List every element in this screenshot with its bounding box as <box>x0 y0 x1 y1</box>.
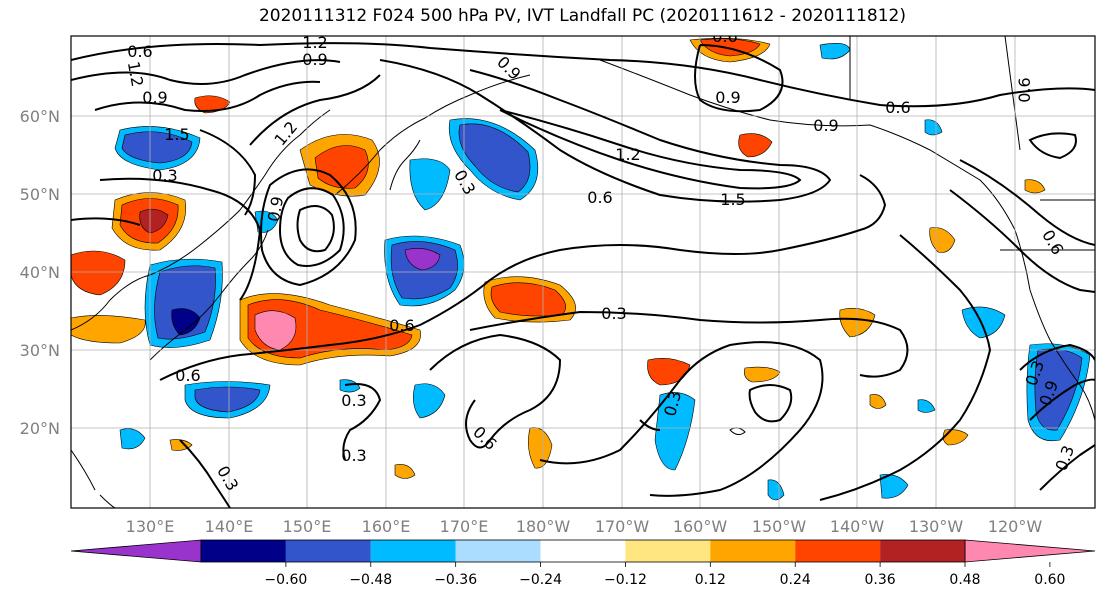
colorbar-tick-label: 0.48 <box>949 572 980 588</box>
colorbar-segment <box>795 540 881 562</box>
contour-label: 0.6 <box>587 188 612 207</box>
contour-label: 0.6 <box>127 42 152 61</box>
longitude-labels: 130°E 140°E 150°E 160°E 170°E 180°W 170°… <box>126 517 1043 536</box>
colorbar-tick-label: 0.12 <box>695 572 726 588</box>
pv-shading <box>71 37 1091 501</box>
colorbar-segment <box>880 540 965 562</box>
colorbar-tick-label: 0.24 <box>780 572 811 588</box>
lon-label: 170°E <box>440 517 489 536</box>
colorbar-segment <box>201 540 286 562</box>
lon-label: 120°W <box>988 517 1043 536</box>
lon-label: 160°W <box>673 517 728 536</box>
map-frame <box>70 35 1096 509</box>
contour-label: 1.2 <box>302 33 327 52</box>
lat-label: 20°N <box>20 419 60 438</box>
contour-label: 0.9 <box>142 88 167 107</box>
contour-label: 0.3 <box>341 391 366 410</box>
colorbar-extend-low <box>70 539 202 563</box>
colorbar-segment <box>710 540 796 562</box>
colorbar-segment <box>455 540 541 562</box>
contour-label: 0.6 <box>712 27 737 46</box>
colorbar-tick-label: −0.48 <box>349 572 392 588</box>
contour-label: 1.5 <box>720 190 745 209</box>
colorbar-tick-label: −0.60 <box>264 572 307 588</box>
contour-label: 1.2 <box>615 145 640 164</box>
contour-label: 0.3 <box>152 166 177 185</box>
colorbar-tick-label: −0.24 <box>519 572 562 588</box>
contour-label: 0.9 <box>715 88 740 107</box>
contour-labels: 0.6 1.2 0.9 1.2 0.9 0.9 1.5 0.3 1.2 0.6 … <box>124 27 1078 494</box>
colorbar-segment <box>285 540 371 562</box>
colorbar-tick-label: −0.12 <box>604 572 647 588</box>
colorbar-tick-label: 0.36 <box>865 572 896 588</box>
lon-label: 140°W <box>830 517 885 536</box>
contour-label: 0.9 <box>302 50 327 69</box>
contour-label: 0.6 <box>175 366 200 385</box>
contour-label: 1.2 <box>124 60 147 88</box>
colorbar-extend-high <box>964 539 1096 563</box>
colorbar-frame <box>200 539 966 563</box>
lat-label: 60°N <box>20 107 60 126</box>
contour-label: 1.5 <box>164 125 189 144</box>
lon-label: 140°E <box>205 517 254 536</box>
contour-label: 0.6 <box>885 98 910 117</box>
colorbar-tick-label: −0.36 <box>434 572 477 588</box>
lon-label: 160°E <box>362 517 411 536</box>
latitude-labels: 60°N 50°N 40°N 30°N 20°N <box>20 107 60 438</box>
lon-label: 170°W <box>595 517 650 536</box>
lat-label: 30°N <box>20 341 60 360</box>
contour-label: 0.6 <box>389 316 414 335</box>
contour-label: 0.3 <box>601 304 626 323</box>
contour-label: 0.9 <box>813 116 838 135</box>
colorbar: −0.60 −0.48 −0.36 −0.24 −0.12 0.12 0.24 0.36 0.4… <box>70 539 1096 588</box>
lon-label: 150°E <box>283 517 332 536</box>
colorbar-segment <box>625 540 711 562</box>
contour-label: 0.3 <box>341 446 366 465</box>
lat-label: 50°N <box>20 185 60 204</box>
map-title: 2020111312 F024 500 hPa PV, IVT Landfall… <box>258 6 906 26</box>
lat-label: 40°N <box>20 263 60 282</box>
colorbar-tick-label: 0.60 <box>1034 572 1065 588</box>
lon-label: 130°W <box>909 517 964 536</box>
contour-label: 0.9 <box>264 195 287 223</box>
lon-label: 180°W <box>516 517 571 536</box>
contour-label: 0.6 <box>1015 77 1034 102</box>
pv-contours <box>71 42 1095 508</box>
colorbar-segment <box>370 540 456 562</box>
colorbar-segment <box>540 540 626 562</box>
lon-label: 150°W <box>752 517 807 536</box>
lon-label: 130°E <box>126 517 175 536</box>
gridlines <box>71 36 1095 508</box>
